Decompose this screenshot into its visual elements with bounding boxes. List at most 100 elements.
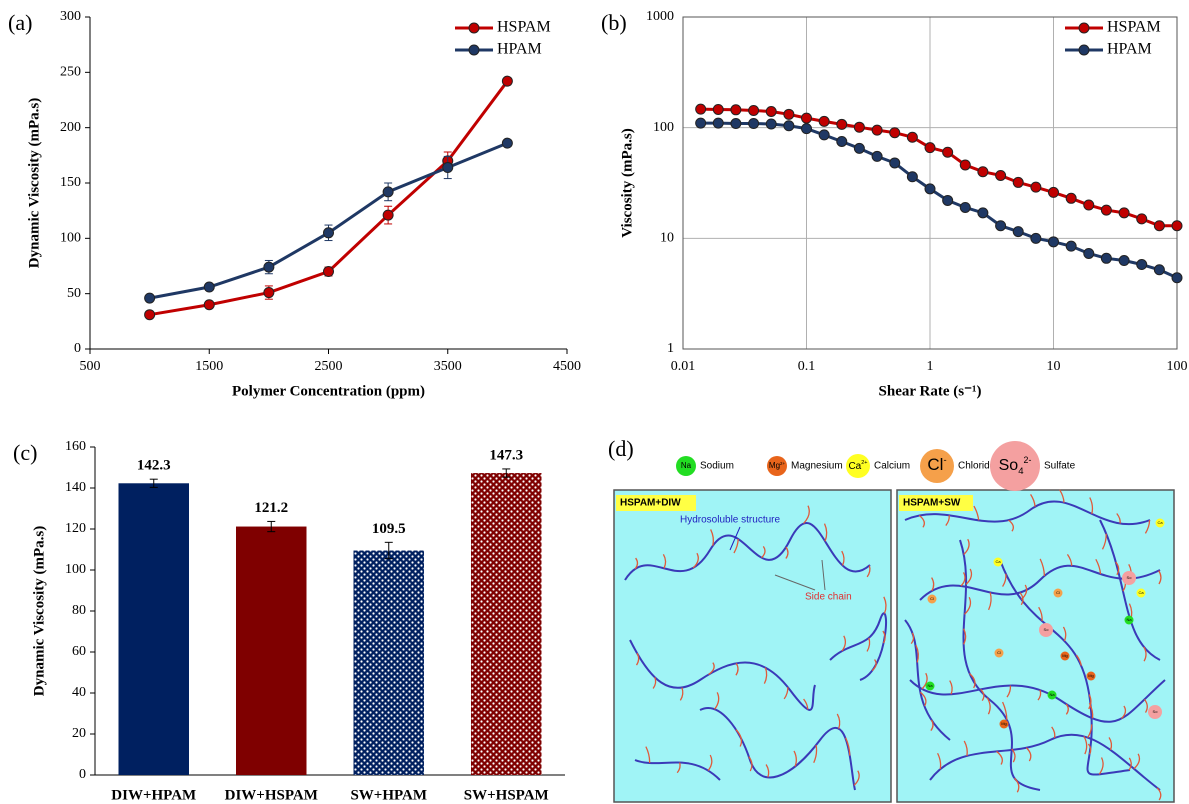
data-point [203, 281, 215, 293]
side-chain [986, 697, 991, 715]
y-tick-label: 100 [653, 120, 674, 135]
y-tick-label: 1000 [646, 9, 674, 24]
data-point [1030, 232, 1042, 244]
ion-name: Sulfate [1044, 461, 1076, 472]
data-point [871, 124, 883, 136]
y-tick-label: 250 [60, 65, 81, 80]
x-tick-label: SW+HPAM [350, 787, 427, 803]
side-chain [841, 550, 845, 566]
y-tick-label: 1 [667, 341, 674, 356]
x-axis-title: Polymer Concentration (ppm) [232, 383, 425, 399]
annotation: Hydrosoluble structure [680, 515, 780, 526]
side-chain [1039, 558, 1046, 576]
chart-panel: (c) Dynamic Viscosity (mPa.s) 0 20 40 60 80 100… [13, 439, 565, 803]
data-point [906, 131, 918, 143]
data-point [765, 118, 777, 130]
ion-label: Mg [1088, 673, 1094, 678]
data-point [942, 146, 954, 158]
data-point [765, 105, 777, 117]
panel-label: (a) [8, 10, 32, 35]
side-chain [1128, 757, 1132, 771]
arrow [774, 574, 816, 591]
bar [236, 526, 307, 775]
data-point [1065, 240, 1077, 252]
data-point [959, 159, 971, 171]
side-chain [963, 740, 968, 757]
data-point [924, 183, 936, 195]
data-point [263, 261, 275, 273]
chains [624, 500, 1166, 791]
data-point [977, 207, 989, 219]
ion [925, 681, 935, 691]
side-chain [930, 719, 934, 732]
side-chain [845, 737, 851, 756]
polymer-chain [909, 679, 1166, 723]
ion-legend-marker [920, 449, 954, 483]
data-point [501, 137, 513, 149]
x-tick-label: 500 [80, 359, 101, 374]
ion-label: Na [1049, 692, 1055, 697]
data-point [924, 142, 936, 154]
side-chain [1089, 497, 1094, 514]
x-tick-label: 4500 [553, 359, 581, 374]
symbol: Cl [927, 455, 943, 474]
error-bar [502, 468, 511, 478]
side-chain [652, 677, 657, 689]
y-tick-label: 80 [72, 603, 86, 618]
y-tick-label: 200 [60, 120, 81, 135]
side-chain [1051, 726, 1056, 739]
side-chain [919, 691, 927, 707]
side-chain [1002, 573, 1007, 587]
data-point [1171, 272, 1183, 284]
side-chain [1116, 513, 1121, 524]
polymer-chain [904, 619, 951, 741]
data-point [836, 118, 848, 130]
error-bar [384, 541, 393, 560]
data-point [1153, 264, 1165, 276]
ion [1155, 518, 1165, 528]
ion [1047, 690, 1057, 700]
data-point [1083, 199, 1095, 211]
ion-legend-marker [767, 456, 787, 476]
side-chain [710, 529, 715, 546]
y-tick-label: 120 [65, 521, 86, 536]
side-chain [960, 572, 966, 587]
data-point [323, 266, 334, 278]
ion-legend-marker [846, 454, 870, 478]
ion-name: Sodium [700, 461, 734, 472]
side-chain [918, 514, 925, 528]
ion-label: So [1153, 709, 1159, 714]
side-chain [1014, 777, 1020, 793]
y-tick-label: 160 [65, 439, 86, 454]
side-chain [1101, 533, 1107, 550]
data-point [1136, 259, 1148, 271]
side-chain [841, 635, 847, 652]
side-chain [733, 538, 739, 554]
side-chain [980, 688, 985, 701]
data-point [853, 142, 865, 154]
bar [471, 473, 542, 775]
side-chain [634, 557, 639, 570]
side-chains [634, 489, 1162, 801]
side-chain [1156, 787, 1162, 801]
x-tick-label: DIW+HSPAM [225, 787, 318, 803]
side-chain [1020, 584, 1028, 600]
side-chain [708, 662, 715, 676]
y-tick-label: 100 [60, 231, 81, 246]
side-chain [823, 523, 828, 542]
charge: 2+ [861, 460, 867, 466]
y-tick-label: 150 [60, 175, 81, 190]
side-chain [1158, 570, 1162, 585]
value-label: 142.3 [137, 458, 171, 474]
ion [993, 557, 1003, 567]
side-chain [1095, 558, 1102, 575]
data-point [730, 118, 742, 130]
ion-label: Ca [995, 559, 1001, 564]
side-chain [866, 565, 871, 578]
side-chain [803, 698, 809, 710]
side-chain [1087, 743, 1092, 755]
side-chain [1143, 698, 1148, 713]
side-chain [1098, 757, 1104, 775]
annotation: Side chain [805, 592, 852, 603]
